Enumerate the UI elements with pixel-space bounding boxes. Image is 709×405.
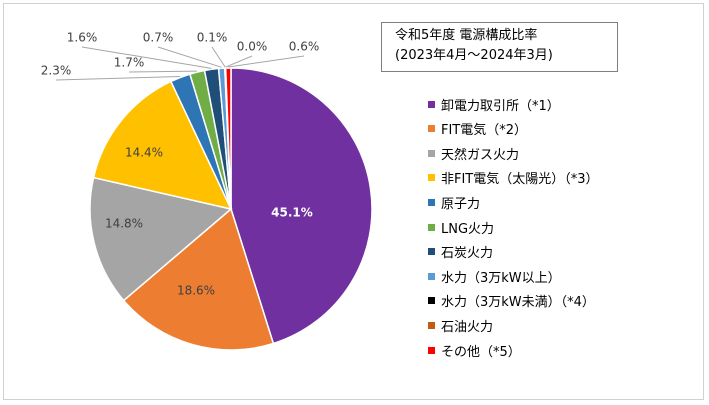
- legend-item: 水力（3万kW以上）: [428, 264, 561, 288]
- leader-line: [225, 55, 253, 68]
- data-label: 2.3%: [41, 64, 72, 78]
- legend-label: LNG火力: [441, 221, 495, 237]
- legend-item: 水力（3万kW未満）（*4）: [428, 289, 595, 313]
- legend-item: 天然ガス火力: [428, 141, 519, 165]
- data-label: 18.6%: [177, 284, 215, 298]
- data-label: 45.1%: [271, 206, 313, 220]
- leader-line: [157, 46, 222, 68]
- legend-swatch: [428, 125, 435, 133]
- legend-item: 原子力: [428, 190, 480, 214]
- data-label: 0.1%: [197, 31, 228, 45]
- legend-item: LNG火力: [428, 215, 494, 239]
- chart-subtitle: (2023年4月～2024年3月): [395, 48, 553, 63]
- data-label: 0.0%: [237, 40, 268, 54]
- leader-line: [55, 76, 180, 81]
- leader-line: [228, 55, 305, 68]
- legend-item: 石油火力: [428, 313, 493, 337]
- data-label: 14.4%: [125, 146, 163, 160]
- chart-title: 令和5年度 電源構成比率: [395, 28, 538, 43]
- legend-label: 水力（3万kW以上）: [441, 270, 561, 286]
- legend-swatch: [428, 198, 435, 206]
- data-labels: 45.1% 18.6% 14.8% 14.4% 2.3% 1.7% 1.6% 0.7% 0.1%…: [41, 31, 320, 298]
- data-label: 0.7%: [143, 31, 174, 45]
- legend-item: 卸電力取引所（*1）: [428, 92, 560, 116]
- pie-slice: [89, 176, 233, 302]
- legend-swatch: [428, 149, 435, 157]
- leader-lines: [55, 46, 305, 81]
- pie-slice: [230, 67, 373, 345]
- legend-label: その他（*5）: [441, 344, 521, 360]
- legend-item: その他（*5）: [428, 338, 521, 362]
- legend-swatch: [428, 174, 435, 182]
- pie-slice: [122, 207, 275, 351]
- legend-swatch: [428, 100, 435, 108]
- legend-item: FIT電気（*2）: [428, 117, 527, 141]
- legend-swatch: [428, 297, 435, 305]
- legend-item: 非FIT電気（太陽光）（*3）: [428, 166, 599, 190]
- legend-label: 水力（3万kW未満）（*4）: [441, 295, 595, 311]
- legend-label: 石油火力: [441, 319, 494, 335]
- legend-label: 石炭火力: [441, 246, 494, 262]
- leader-line: [211, 46, 226, 68]
- legend-swatch: [428, 248, 435, 256]
- legend-label: 非FIT電気（太陽光）（*3）: [441, 172, 599, 188]
- pie-slice: [224, 67, 232, 210]
- legend-label: 天然ガス火力: [441, 147, 520, 163]
- leader-line: [128, 70, 197, 73]
- legend-swatch: [428, 272, 435, 280]
- legend-swatch: [428, 346, 435, 354]
- legend-item: 石炭火力: [428, 240, 493, 264]
- data-label: 1.7%: [114, 56, 145, 70]
- legend-swatch: [428, 223, 435, 231]
- data-label: 1.6%: [67, 31, 98, 45]
- data-label: 14.8%: [105, 217, 143, 231]
- pie-slices: [89, 67, 373, 351]
- pie-slice: [92, 80, 233, 211]
- legend-swatch: [428, 321, 435, 329]
- data-label: 0.6%: [289, 40, 320, 54]
- legend-label: 卸電力取引所（*1）: [441, 98, 560, 114]
- legend-label: 原子力: [441, 196, 481, 212]
- chart-title-box: 令和5年度 電源構成比率 (2023年4月～2024年3月): [381, 22, 618, 72]
- leader-line: [81, 46, 212, 69]
- legend-label: FIT電気（*2）: [441, 123, 528, 139]
